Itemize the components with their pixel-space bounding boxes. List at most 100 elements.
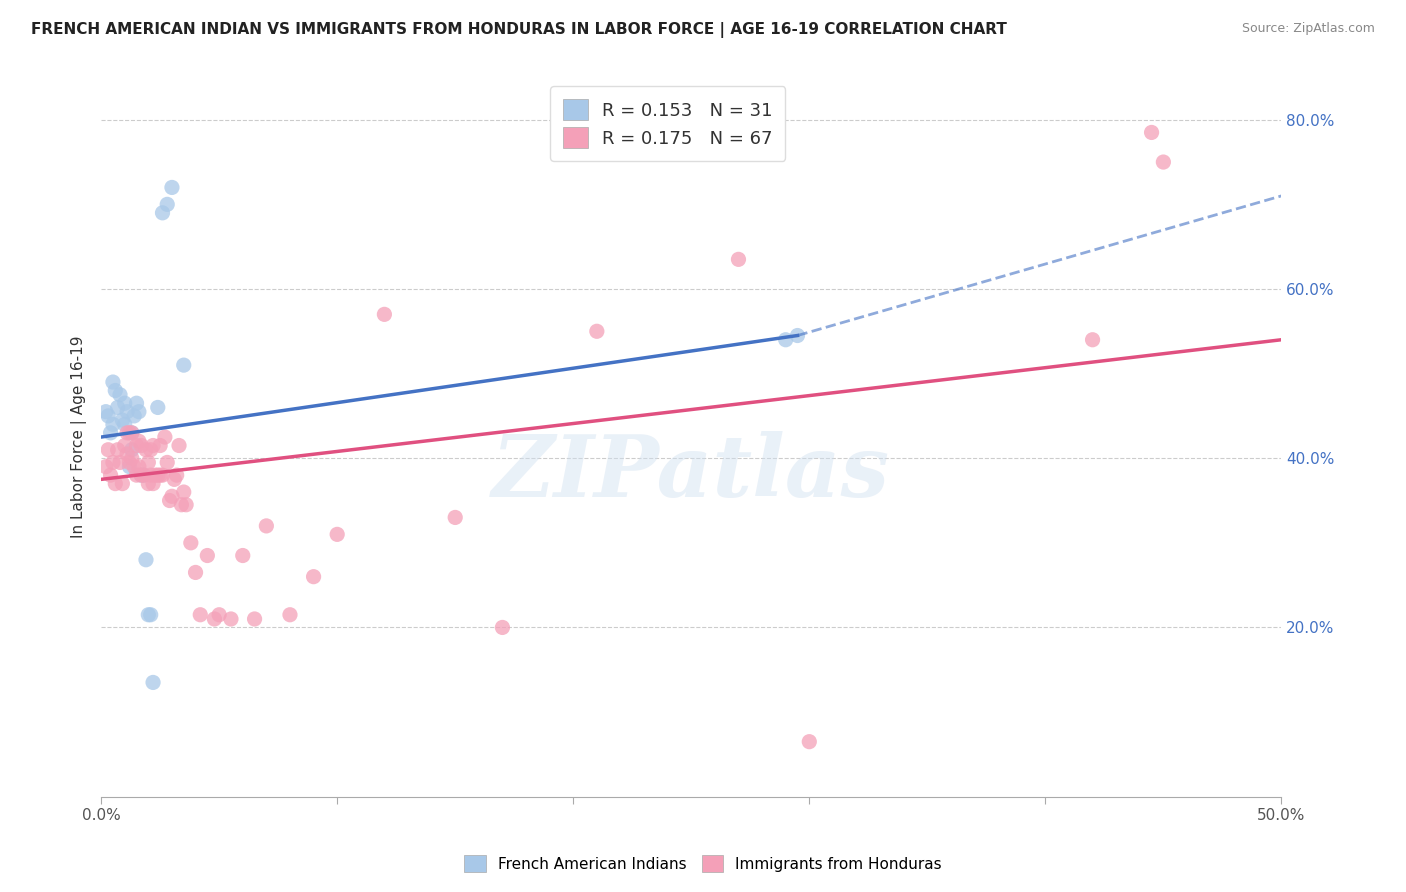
Point [138,476,160,491]
Point [121,442,143,457]
Point [118,425,141,440]
Y-axis label: In Labor Force | Age 16-19: In Labor Force | Age 16-19 [72,335,87,538]
Point [135,442,157,457]
Point [174,498,197,512]
Point [121,425,143,440]
Point [128,459,150,474]
Point [254,519,277,533]
Point [149,438,172,452]
Point [114,396,136,410]
Point [160,180,183,194]
Text: Source: ZipAtlas.com: Source: ZipAtlas.com [1241,22,1375,36]
Point [142,438,165,452]
Point [104,476,127,491]
Point [121,425,143,440]
Point [104,384,127,398]
Legend: R = 0.153   N = 31, R = 0.175   N = 67: R = 0.153 N = 31, R = 0.175 N = 67 [550,87,786,161]
Point [115,425,138,440]
Legend: French American Indians, Immigrants from Honduras: French American Indians, Immigrants from… [457,847,949,880]
Point [173,358,195,372]
Point [167,438,190,452]
Point [101,375,124,389]
Point [115,447,138,461]
Text: ZIPatlas: ZIPatlas [492,431,890,515]
Point [118,455,141,469]
Point [122,459,145,474]
Point [125,396,148,410]
Point [444,510,467,524]
Point [149,468,172,483]
Point [195,549,218,563]
Point [139,442,162,457]
Point [94,405,117,419]
Text: FRENCH AMERICAN INDIAN VS IMMIGRANTS FROM HONDURAS IN LABOR FORCE | AGE 16-19 CO: FRENCH AMERICAN INDIAN VS IMMIGRANTS FRO… [31,22,1007,38]
Point [184,566,207,580]
Point [373,307,395,321]
Point [111,476,134,491]
Point [146,468,169,483]
Point [243,612,266,626]
Point [491,620,513,634]
Point [278,607,301,622]
Point [156,455,179,469]
Point [108,455,131,469]
Point [163,472,186,486]
Point [173,485,195,500]
Point [107,442,129,457]
Point [156,197,179,211]
Point [129,468,152,483]
Point [115,405,138,419]
Point [153,430,176,444]
Point [219,612,242,626]
Point [139,468,162,483]
Point [727,252,749,267]
Point [97,442,120,457]
Point [100,468,122,483]
Point [129,438,152,452]
Point [114,438,136,452]
Point [232,549,254,563]
Point [1081,333,1104,347]
Point [125,468,148,483]
Point [145,468,167,483]
Point [170,498,193,512]
Point [775,333,797,347]
Point [142,476,165,491]
Point [302,569,325,583]
Point [159,493,181,508]
Point [132,468,155,483]
Point [139,607,162,622]
Point [114,417,136,432]
Point [166,468,188,483]
Point [128,434,150,449]
Point [101,417,124,432]
Point [208,607,231,622]
Point [128,405,150,419]
Point [108,388,131,402]
Point [132,468,155,483]
Point [180,536,202,550]
Point [122,409,145,423]
Point [152,468,174,483]
Point [152,206,174,220]
Point [121,451,143,466]
Point [100,425,122,440]
Point [135,553,157,567]
Point [129,468,152,483]
Point [204,612,226,626]
Point [107,401,129,415]
Point [138,455,160,469]
Point [146,401,169,415]
Point [97,409,120,423]
Point [118,459,141,474]
Point [94,459,117,474]
Point [111,413,134,427]
Point [101,455,124,469]
Point [138,607,160,622]
Point [1152,155,1174,169]
Point [585,324,607,338]
Point [799,734,821,748]
Point [188,607,211,622]
Point [125,438,148,452]
Point [142,675,165,690]
